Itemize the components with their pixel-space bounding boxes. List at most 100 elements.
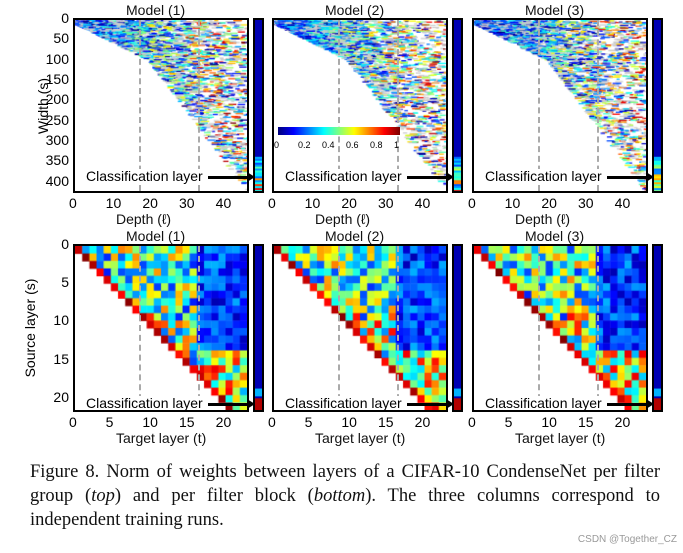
x-tick-label: 20 (414, 414, 431, 430)
x-tick-label: 0 (468, 195, 476, 211)
dashed-line (596, 246, 599, 410)
x-axis-label: Target layer (t) (515, 430, 606, 446)
y-tick-label: 400 (45, 172, 69, 189)
x-tick-label: 20 (142, 195, 158, 211)
top-classifier-strip (652, 18, 663, 193)
y-tick-label: 200 (45, 91, 69, 108)
strip-canvas (654, 246, 661, 410)
dashed-line (338, 20, 340, 191)
y-tick-label: 150 (45, 71, 69, 88)
classification-layer-label: Classification layer (85, 395, 204, 411)
x-tick-label: 0 (268, 195, 276, 211)
arrow-icon (607, 172, 654, 182)
y-tick-label: 300 (45, 132, 69, 149)
strip-canvas (654, 20, 661, 191)
panel-title: Model (3) (525, 228, 585, 244)
x-tick-label: 15 (378, 414, 394, 430)
dashed-line (396, 246, 399, 410)
dashed-line (139, 20, 141, 191)
x-tick-label: 0 (69, 414, 77, 430)
heatmap-canvas (474, 20, 646, 191)
strip-canvas (255, 246, 262, 410)
x-tick-label: 10 (541, 414, 557, 430)
bottom-classifier-strip (253, 244, 264, 412)
heatmap-canvas (75, 246, 247, 410)
strip-canvas (255, 20, 262, 191)
arrow-icon (607, 399, 654, 409)
y-tick-label: 350 (45, 152, 69, 169)
dashed-line (338, 246, 340, 410)
x-tick-label: 20 (215, 414, 232, 430)
colorbar-tick-label: 0.8 (370, 140, 383, 150)
y-tick-label: 10 (53, 312, 69, 329)
x-tick-label: 0 (268, 414, 276, 430)
panel-title: Model (1) (126, 2, 186, 18)
panel-title: Model (2) (325, 2, 385, 18)
x-tick-label: 40 (414, 195, 431, 211)
classification-layer-label: Classification layer (484, 395, 603, 411)
panel-title: Model (2) (325, 228, 385, 244)
colorbar-tick-label: 0 (274, 140, 280, 150)
dashed-line (396, 20, 399, 191)
x-axis-label: Depth (ℓ) (515, 211, 571, 227)
bottom-heatmap (272, 244, 448, 412)
bottom-classifier-strip (452, 244, 463, 412)
dashed-line (538, 20, 540, 191)
x-tick-label: 20 (341, 195, 357, 211)
x-tick-label: 10 (142, 414, 158, 430)
x-tick-label: 15 (179, 414, 195, 430)
y-axis-label: Source layer (s) (22, 278, 38, 378)
x-tick-label: 10 (341, 414, 357, 430)
y-tick-label: 0 (61, 236, 69, 252)
x-tick-label: 5 (504, 414, 513, 430)
classification-layer-label: Classification layer (85, 168, 204, 184)
x-tick-label: 30 (578, 195, 594, 211)
dashed-line (139, 246, 141, 410)
top-heatmap (472, 18, 648, 193)
y-tick-label: 100 (45, 50, 69, 67)
x-tick-label: 20 (541, 195, 557, 211)
figure-caption: Figure 8. Norm of weights between layers… (30, 462, 660, 530)
x-tick-label: 30 (378, 195, 394, 211)
arrow-icon (407, 172, 454, 182)
classification-layer-label: Classification layer (284, 395, 403, 411)
x-tick-label: 0 (468, 414, 476, 430)
colorbar (278, 127, 400, 135)
x-tick-label: 10 (105, 195, 122, 211)
bottom-heatmap (472, 244, 648, 412)
top-heatmap (73, 18, 249, 193)
dashed-line (197, 246, 200, 410)
dashed-line (596, 20, 599, 191)
x-tick-label: 0 (69, 195, 77, 211)
x-tick-label: 30 (179, 195, 195, 211)
x-axis-label: Depth (ℓ) (315, 211, 371, 227)
strip-canvas (454, 246, 461, 410)
bottom-heatmap (73, 244, 249, 412)
x-axis-label: Depth (ℓ) (116, 211, 172, 227)
dashed-line (538, 246, 540, 410)
classification-layer-label: Classification layer (284, 168, 403, 184)
x-tick-label: 15 (578, 414, 594, 430)
x-tick-label: 10 (304, 195, 321, 211)
arrow-icon (208, 172, 255, 182)
colorbar-tick-label: 0.6 (346, 140, 359, 150)
y-tick-label: 50 (53, 30, 69, 47)
arrow-icon (407, 399, 454, 409)
y-tick-label: 15 (53, 350, 69, 367)
y-tick-label: 0 (61, 10, 69, 26)
heatmap-canvas (274, 20, 446, 191)
y-tick-label: 250 (45, 111, 69, 128)
panel-title: Model (3) (525, 2, 585, 18)
heatmap-canvas (474, 246, 646, 410)
top-classifier-strip (253, 18, 264, 193)
x-tick-label: 10 (504, 195, 521, 211)
watermark: CSDN @Together_CZ (577, 534, 677, 545)
y-tick-label: 5 (61, 274, 69, 291)
colorbar-tick-label: 1 (394, 140, 400, 150)
x-tick-label: 20 (614, 414, 631, 430)
heatmap-canvas (274, 246, 446, 410)
x-tick-label: 40 (215, 195, 232, 211)
panel-title: Model (1) (126, 228, 186, 244)
y-tick-label: 20 (53, 388, 69, 405)
x-axis-label: Target layer (t) (315, 430, 406, 446)
